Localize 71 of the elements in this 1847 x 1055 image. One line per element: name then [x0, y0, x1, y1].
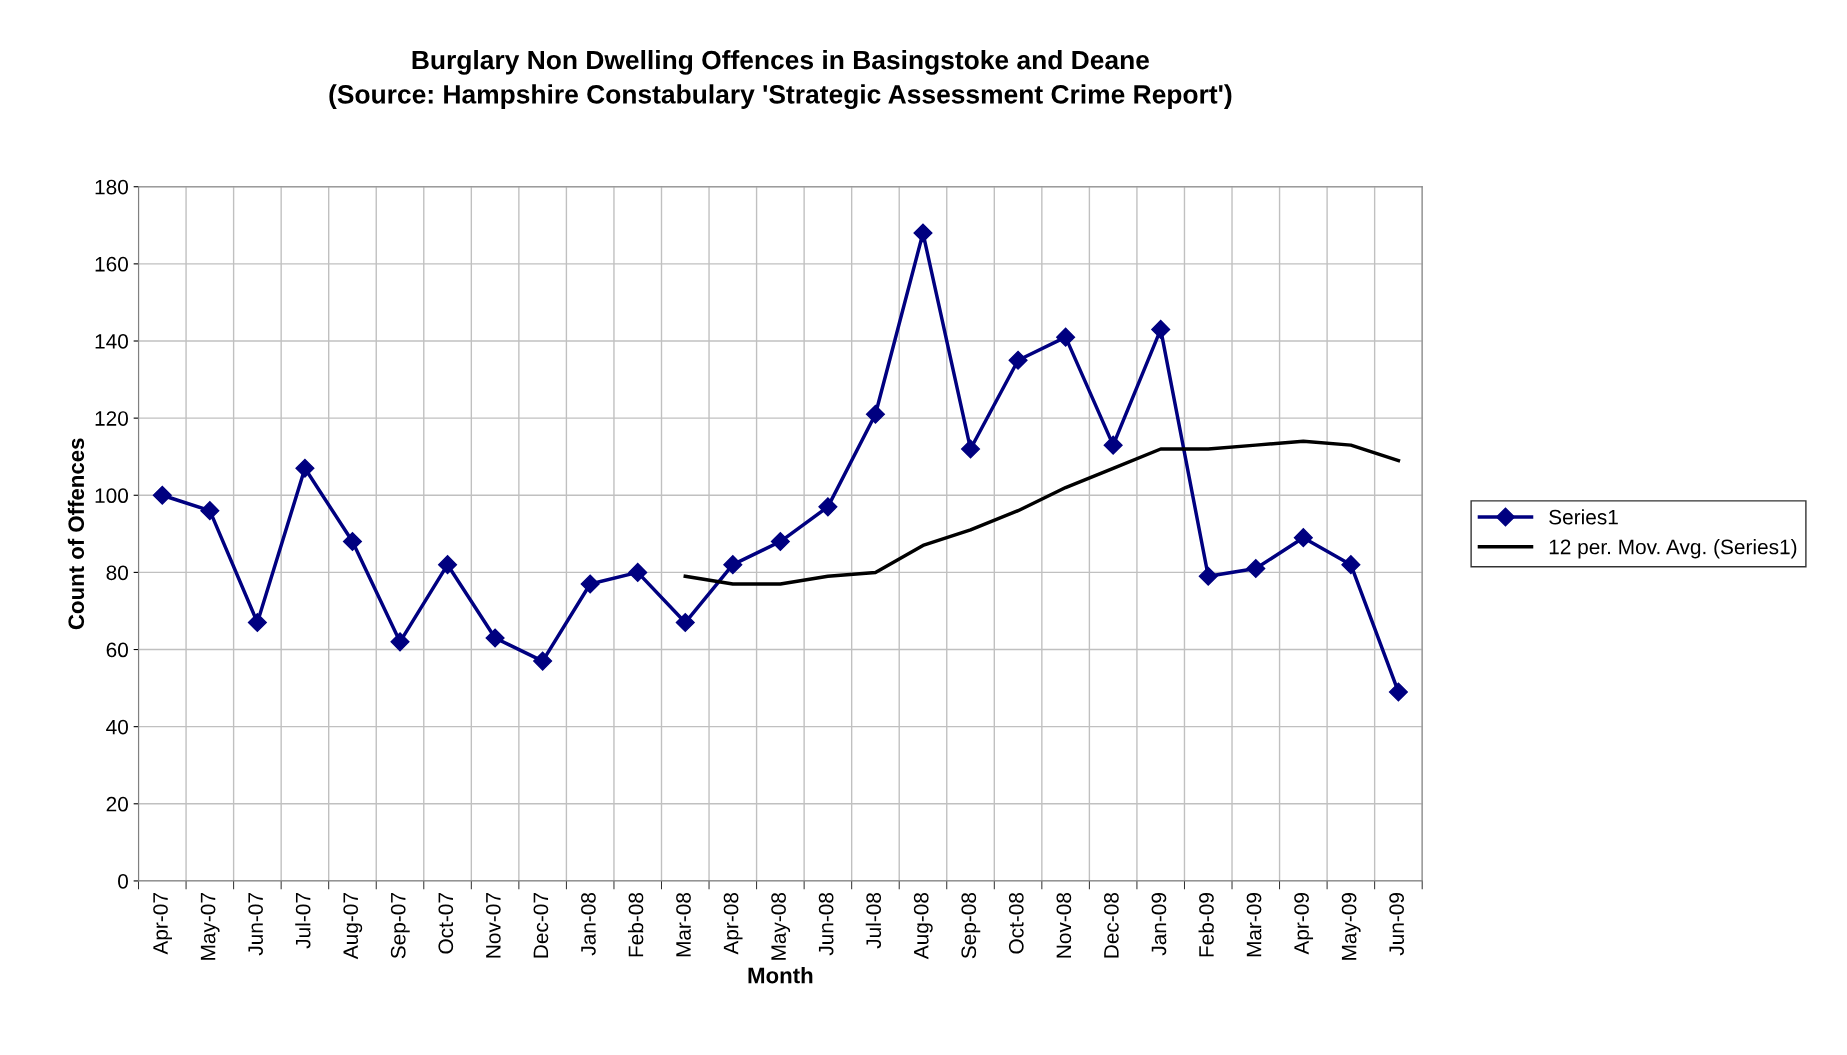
x-tick-label: Mar-08 — [676, 892, 691, 957]
point — [390, 632, 410, 652]
x-tick-label: Mar-09 — [1246, 893, 1262, 957]
point — [1056, 327, 1076, 347]
point — [485, 628, 505, 648]
x-axis-title: Month — [748, 967, 813, 984]
x-tick-label: Nov-08 — [1056, 892, 1072, 958]
x-tick-label: Sep-07 — [390, 893, 410, 959]
point — [818, 497, 838, 517]
y-tick-label: 20 — [106, 796, 128, 812]
y-tick-label: 100 — [95, 488, 128, 504]
y-tick-label: 60 — [106, 642, 128, 658]
y-axis-title: Count of Offences — [67, 438, 85, 630]
point — [675, 612, 695, 633]
point — [1198, 566, 1218, 586]
y-tick-label: 160 — [95, 256, 128, 272]
x-tick-label: Dec-08 — [1104, 892, 1119, 958]
point — [1293, 528, 1313, 548]
x-tick-label: Jul-08 — [865, 892, 882, 949]
x-tick-label: May-09 — [1341, 893, 1361, 960]
y-tick-label: 80 — [106, 565, 128, 581]
point — [913, 223, 933, 243]
y-tick-label: 180 — [95, 179, 128, 195]
x-tick-label: Dec-07 — [533, 893, 549, 958]
legend-label: 12 per. Mov. Avg. (Series1) — [1549, 539, 1797, 559]
point — [200, 501, 220, 521]
line-series — [683, 439, 1401, 586]
x-tick-label: Feb-09 — [1198, 893, 1214, 957]
x-tick-label: Nov-07 — [485, 893, 501, 958]
x-tick-label: Jan-09 — [1151, 893, 1167, 956]
point — [1151, 319, 1171, 339]
x-tick-label: Apr-08 — [723, 892, 743, 955]
x-tick-label: Oct-07 — [438, 893, 454, 954]
point — [960, 439, 981, 459]
point — [723, 555, 743, 575]
point — [865, 404, 885, 424]
point — [1388, 682, 1408, 702]
point — [438, 555, 458, 575]
y-tick-label: 140 — [95, 334, 128, 349]
y-tick-label: 40 — [106, 719, 128, 735]
point — [770, 532, 790, 552]
point — [533, 651, 553, 671]
point — [342, 532, 363, 552]
point — [628, 562, 648, 582]
x-tick-label: Aug-08 — [913, 892, 933, 960]
legend-label: Series1 — [1549, 509, 1618, 525]
point — [1008, 350, 1028, 370]
x-tick-label: May-07 — [200, 893, 220, 960]
x-tick-label: Jan-08 — [581, 892, 596, 956]
x-tick-label: Jun-07 — [248, 893, 263, 956]
x-tick-label: May-08 — [771, 892, 791, 960]
x-tick-label: Apr-09 — [1294, 893, 1314, 955]
x-tick-label: Oct-08 — [1008, 892, 1024, 954]
point — [580, 574, 600, 594]
point — [1103, 435, 1123, 455]
chart-subtitle: (Source: Hampshire Constabulary 'Strategic Assessment Crime Report') — [329, 84, 1232, 109]
point — [152, 485, 172, 505]
point — [1246, 559, 1266, 579]
point — [247, 612, 267, 633]
y-tick-label: 120 — [95, 411, 128, 426]
x-tick-label: Jul-07 — [295, 893, 311, 949]
x-tick-label: Jun-09 — [1389, 893, 1405, 956]
x-tick-label: Feb-08 — [628, 892, 644, 957]
y-tick-label: 0 — [118, 873, 128, 889]
x-tick-label: Aug-07 — [343, 893, 363, 960]
x-tick-label: Sep-08 — [961, 892, 981, 959]
point — [1341, 555, 1361, 575]
point — [295, 458, 315, 478]
x-tick-label: Jun-08 — [818, 892, 834, 956]
x-tick-label: Apr-07 — [153, 893, 173, 955]
chart-title: Burglary Non Dwelling Offences in Basingstoke and Deane — [412, 50, 1149, 75]
